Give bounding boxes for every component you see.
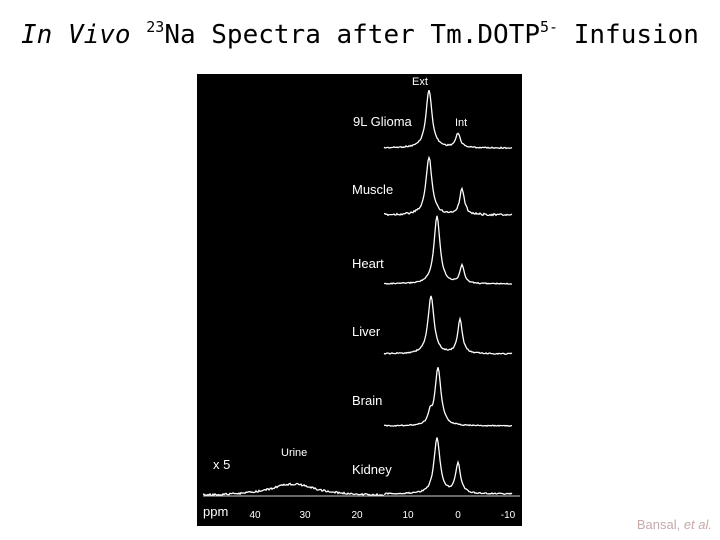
tissue-label-kidney: Kidney (352, 462, 392, 477)
title-middle: Spectra after Tm (195, 20, 462, 50)
axis-tick-0: 0 (455, 510, 461, 521)
trace-heart (383, 215, 513, 285)
ext-peak-label: Ext (412, 76, 428, 88)
trace-brain (383, 367, 513, 427)
title-charge: 5- (540, 18, 559, 36)
trace-urine (202, 482, 385, 497)
tissue-label-glioma: 9L Glioma (353, 114, 413, 129)
trace-9l-glioma (383, 90, 513, 150)
urine-scale-label: x 5 (213, 457, 230, 472)
tissue-label-brain: Brain (352, 393, 382, 408)
figure-background (197, 74, 522, 526)
axis-tick-40: 40 (249, 510, 261, 521)
citation: Bansal, et al. (637, 517, 712, 532)
int-peak-label: Int (455, 117, 467, 129)
title-in-vivo: In Vivo (21, 20, 131, 50)
axis-tick-10: 10 (402, 510, 414, 521)
axis-tick-minus-10: -10 (501, 510, 516, 521)
citation-et-al: et al. (683, 517, 712, 532)
title-agent: DOTP (477, 20, 541, 50)
tissue-label-heart: Heart (352, 256, 384, 271)
trace-kidney (383, 437, 513, 495)
axis-tick-30: 30 (299, 510, 311, 521)
trace-liver (383, 295, 513, 355)
urine-label: Urine (281, 447, 307, 459)
slide-title: In Vivo 23Na Spectra after Tm.DOTP5- Inf… (21, 18, 699, 50)
axis-unit-label: ppm (203, 504, 228, 519)
spectra-traces (202, 90, 513, 497)
title-isotope: Na (164, 20, 196, 50)
axis-tick-20: 20 (351, 510, 363, 521)
tissue-label-muscle: Muscle (352, 182, 393, 197)
trace-muscle (384, 155, 513, 217)
title-end: Infusion (558, 20, 699, 50)
nmr-spectra-figure: Ext Int 9L Glioma Muscle Heart Liver Bra… (197, 74, 522, 526)
tissue-label-liver: Liver (352, 324, 381, 339)
title-isotope-mass: 23 (146, 18, 165, 36)
citation-author: Bansal, (636, 517, 684, 532)
